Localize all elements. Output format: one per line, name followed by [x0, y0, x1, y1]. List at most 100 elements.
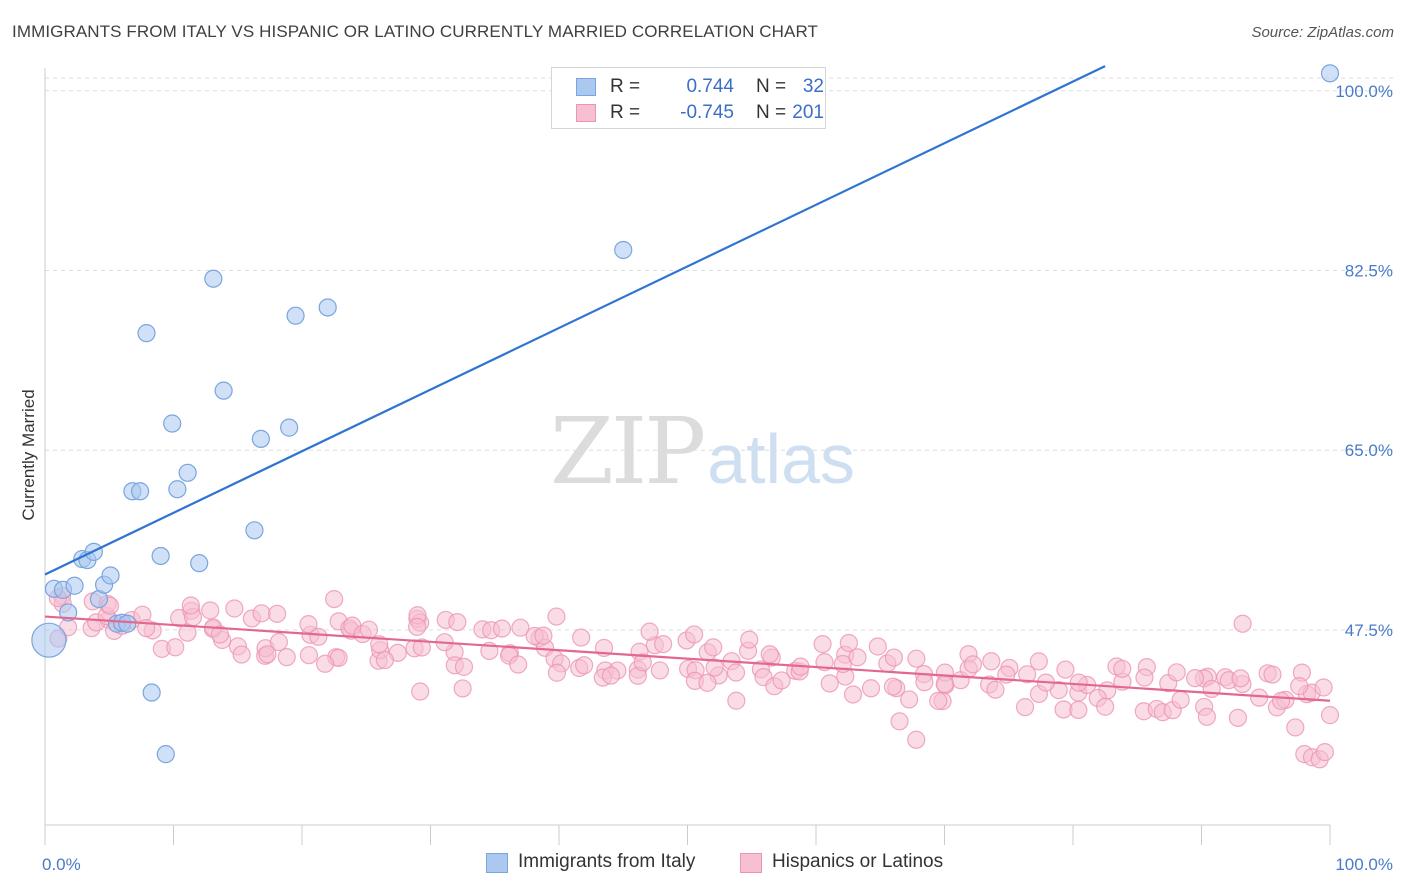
series-hispanics-points [48, 586, 1340, 769]
hispanics-point [1197, 707, 1217, 726]
hispanics-point [1320, 706, 1340, 725]
trend-lines [44, 65, 1331, 702]
hispanics-point [547, 663, 567, 682]
correlation-legend: R = 0.744 N = 32 R = -0.745 N = 201 [551, 67, 826, 129]
bottom-legend-swatch-hispanics [740, 853, 762, 873]
source-label: Source: ZipAtlas.com [1251, 24, 1394, 41]
italy-point [118, 614, 137, 633]
hispanics-point [1263, 665, 1282, 684]
y-tick-label: 82.5% [1345, 262, 1393, 281]
hispanics-point [1069, 673, 1088, 692]
hispanics-point [547, 607, 566, 626]
hispanics-point [1113, 659, 1132, 678]
italy-point [65, 576, 84, 595]
italy-point [142, 683, 161, 702]
y-tick-label: 65.0% [1345, 441, 1393, 460]
hispanics-point [299, 615, 318, 634]
italy-point [251, 429, 270, 449]
y-tick-label: 47.5% [1345, 621, 1393, 640]
legend-r-value: 0.744 [686, 76, 734, 97]
hispanics-point [252, 604, 271, 623]
hispanics-point [1314, 678, 1333, 697]
hispanics-point [268, 604, 287, 623]
hispanics-point [698, 673, 717, 692]
italy-point [156, 745, 175, 764]
axes [44, 68, 1331, 845]
italy-point [280, 418, 299, 437]
legend-r-label: R = [610, 102, 641, 123]
hispanics-point [907, 649, 926, 668]
hispanics-point [1096, 697, 1115, 716]
hispanics-point [654, 635, 673, 654]
hispanics-point [454, 657, 474, 676]
hispanics-point [740, 630, 759, 649]
hispanics-point [1018, 665, 1037, 684]
hispanics-point [269, 632, 288, 652]
hispanics-point [448, 612, 467, 632]
hispanics-point [890, 712, 909, 731]
italy-point [318, 298, 337, 317]
italy-point [137, 324, 156, 343]
hispanics-point [982, 652, 1001, 671]
watermark: ZIPatlas [550, 398, 855, 505]
italy-point [130, 482, 150, 501]
hispanics-point [1167, 663, 1186, 682]
hispanics-point [1135, 668, 1154, 687]
hispanics-point [232, 645, 251, 664]
italy-point [614, 240, 633, 260]
hispanics-point [511, 618, 530, 637]
hispanics-point [929, 691, 948, 710]
italy-point [245, 521, 264, 540]
hispanics-point [861, 679, 881, 698]
axis-labels: 47.5% 65.0% 82.5% 100.0% 0.0% 100.0% Currently… [19, 82, 1393, 874]
bottom-legend-label-hispanics: Hispanics or Latinos [772, 851, 944, 872]
hispanics-point [407, 617, 427, 636]
hispanics-point [166, 638, 185, 657]
italy-point [31, 622, 67, 658]
hispanics-point [309, 627, 328, 646]
legend-n-value: 32 [802, 76, 824, 97]
hispanics-point [915, 673, 934, 692]
hispanics-point [760, 645, 779, 664]
hispanics-point [963, 655, 983, 674]
hispanics-point [210, 625, 230, 644]
x-tick-label: 100.0% [1335, 855, 1393, 874]
hispanics-point [1228, 708, 1248, 727]
hispanics-point [299, 646, 318, 665]
hispanics-point [820, 674, 839, 693]
hispanics-point [1202, 679, 1221, 699]
hispanics-point [1171, 690, 1190, 709]
hispanics-point [1290, 677, 1309, 696]
hispanics-point [1286, 718, 1305, 737]
hispanics-point [900, 690, 919, 709]
hispanics-point [907, 730, 926, 749]
hispanics-point [843, 685, 863, 704]
hispanics-point [359, 620, 379, 639]
hispanics-point [370, 635, 389, 654]
italy-point [204, 269, 223, 288]
hispanics-point [986, 680, 1005, 699]
hispanics-point [412, 638, 431, 657]
hispanics-point [325, 589, 344, 609]
hispanics-point [601, 666, 621, 685]
watermark-atlas: atlas [707, 420, 856, 498]
hispanics-point [575, 656, 594, 675]
hispanics-point [868, 637, 887, 656]
hispanics-point [640, 622, 659, 641]
hispanics-point [1056, 660, 1075, 679]
legend-swatch-hispanics [576, 104, 596, 122]
bottom-legend-swatch-italy [486, 853, 508, 873]
hispanics-point [935, 674, 954, 694]
hispanics-point [258, 645, 277, 664]
hispanics-point [1185, 669, 1205, 688]
watermark-zip: ZIP [550, 398, 706, 505]
hispanics-point [704, 638, 723, 657]
grid-lines [45, 77, 1395, 631]
italy-point [151, 546, 170, 566]
bottom-legend-label-italy: Immigrants from Italy [518, 851, 696, 872]
italy-point [190, 554, 209, 573]
hispanics-point [509, 655, 528, 674]
hispanics-point [453, 679, 472, 698]
y-tick-label: 100.0% [1335, 82, 1393, 101]
